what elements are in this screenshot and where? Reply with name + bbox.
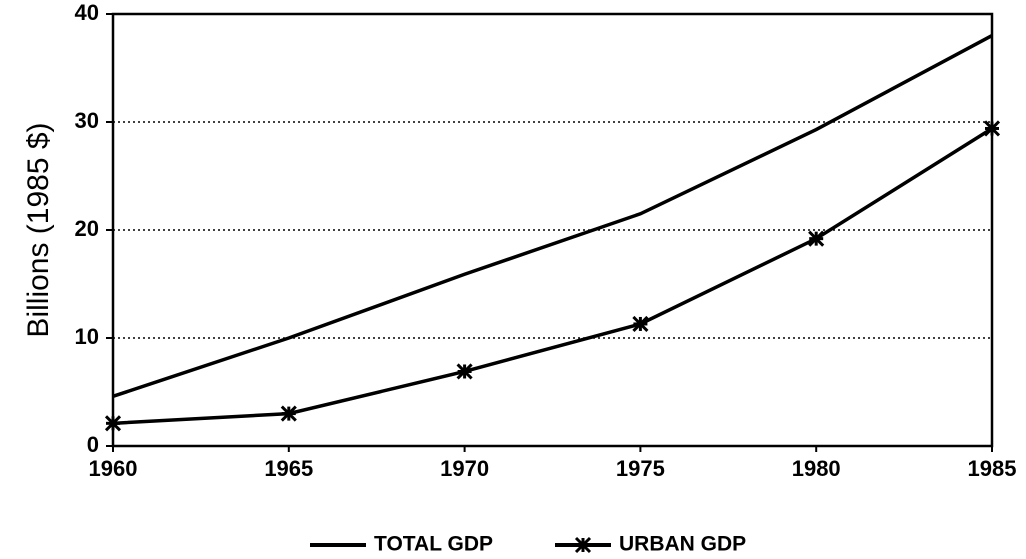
x-tick-label: 1960 [89, 456, 138, 481]
plot-frame [111, 12, 994, 448]
x-tick-label: 1985 [968, 456, 1017, 481]
x-tick-label: 1980 [792, 456, 841, 481]
y-tick-label: 20 [75, 216, 99, 241]
legend-label: URBAN GDP [619, 533, 746, 556]
x-tick-label: 1970 [440, 456, 489, 481]
marker [632, 315, 649, 333]
series-line [112, 126, 993, 426]
legend-marker [574, 536, 592, 554]
y-axis-label: Billions (1985 $) [22, 122, 55, 337]
marker [456, 363, 473, 380]
x-tick-label: 1965 [264, 456, 313, 481]
marker [983, 120, 1001, 137]
y-tick-label: 10 [75, 324, 99, 349]
y-tick-label: 0 [87, 432, 99, 457]
marker [808, 230, 825, 247]
marker [104, 415, 122, 432]
y-tick-label: 30 [75, 108, 99, 133]
series-line [112, 34, 993, 398]
x-tick-label: 1975 [616, 456, 665, 481]
marker [280, 405, 297, 422]
y-tick-label: 40 [75, 0, 99, 25]
legend-label: TOTAL GDP [374, 533, 493, 556]
